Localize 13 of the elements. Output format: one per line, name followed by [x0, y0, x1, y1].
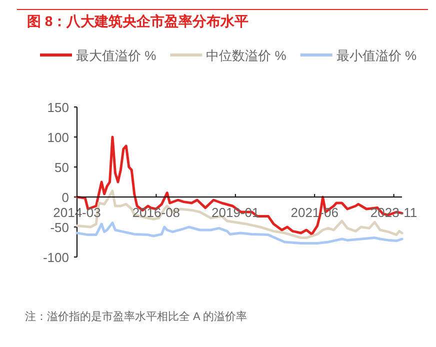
legend-label: 最大值溢价 %: [76, 48, 157, 63]
line-series: [76, 222, 404, 244]
text: 注：溢价指的是市盈率水平相比全 A 的溢价率: [25, 310, 247, 323]
y-tick-label: -100: [42, 250, 69, 265]
x-tick-label: 2016-08: [132, 205, 180, 220]
y-tick-label: 0: [62, 190, 69, 205]
legend-label: 中位数溢价 %: [206, 48, 287, 63]
y-tick-label: -50: [50, 220, 69, 235]
y-tick-label: 150: [47, 100, 69, 115]
y-tick-label: 50: [54, 160, 69, 175]
y-tick-label: 100: [47, 130, 69, 145]
legend-label: 最小值溢价 %: [336, 48, 417, 63]
chart-title: 图 8：八大建筑央企市盈率分布水平: [27, 13, 249, 29]
